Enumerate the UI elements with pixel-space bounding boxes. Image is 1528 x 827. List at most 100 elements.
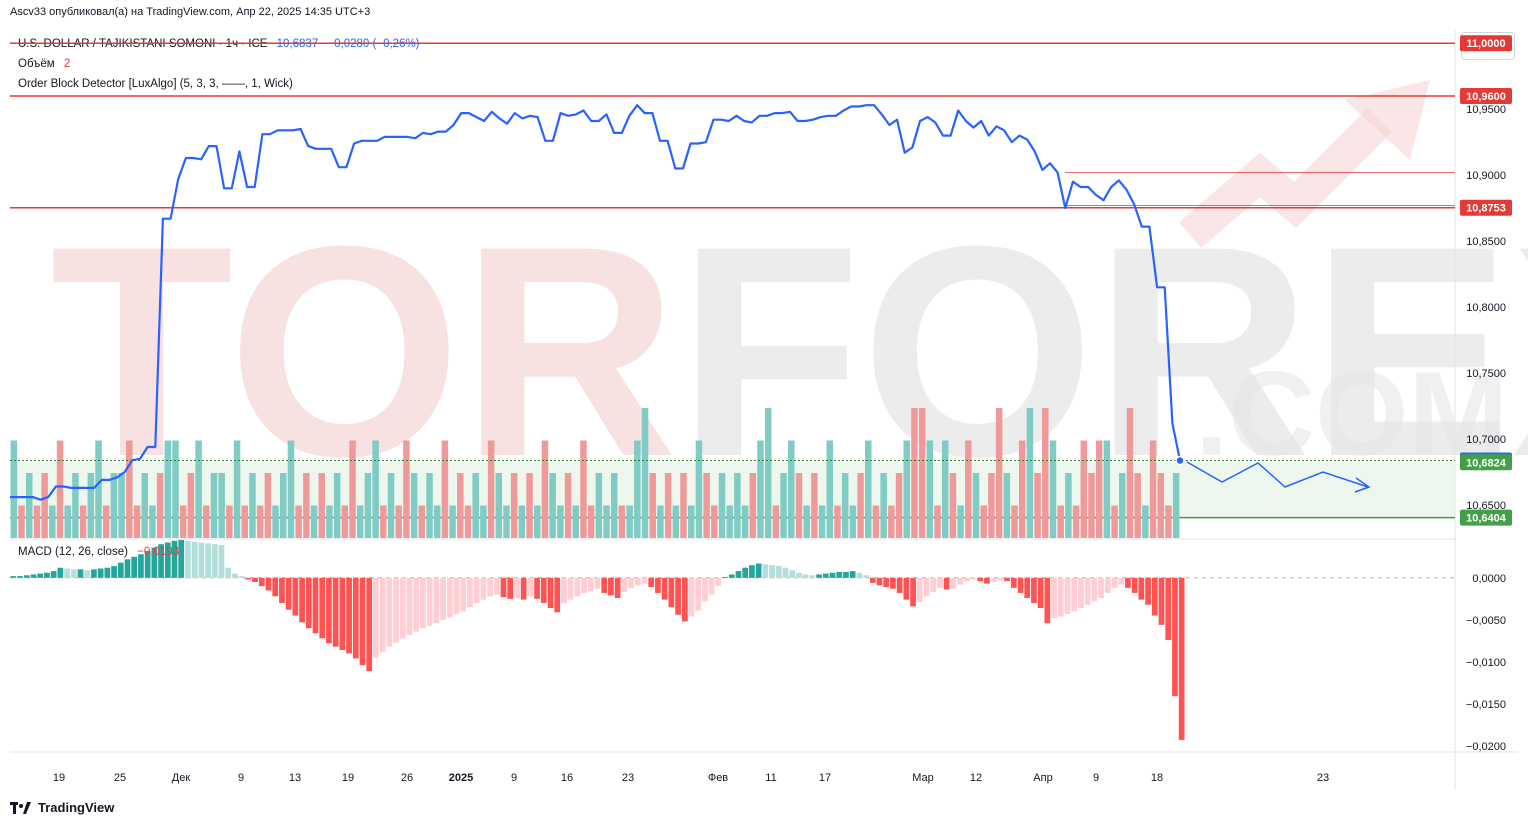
macd-bar bbox=[621, 577, 628, 593]
volume-bar bbox=[580, 440, 587, 538]
time-tick-label: 12 bbox=[970, 772, 982, 784]
macd-bar bbox=[144, 550, 151, 578]
macd-bar bbox=[467, 577, 473, 608]
volume-bar bbox=[33, 505, 41, 538]
volume-bar bbox=[187, 473, 195, 538]
macd-bar bbox=[749, 565, 755, 578]
volume-bar bbox=[664, 473, 672, 538]
macd-bar bbox=[386, 577, 393, 647]
time-tick-label: 26 bbox=[401, 772, 413, 784]
volume-bar bbox=[1026, 408, 1034, 538]
volume-bar bbox=[133, 505, 141, 538]
volume-bar bbox=[1049, 440, 1057, 538]
macd-tick-label: −0,0100 bbox=[1466, 657, 1506, 669]
macd-bar bbox=[869, 577, 876, 583]
macd-bar bbox=[319, 577, 326, 639]
volume-bar bbox=[272, 505, 279, 538]
macd-bar bbox=[413, 577, 420, 632]
volume-bar bbox=[803, 505, 810, 538]
macd-bar bbox=[1057, 577, 1064, 617]
volume-bar bbox=[657, 505, 664, 538]
volume-bar bbox=[403, 440, 410, 538]
volume-bar bbox=[333, 473, 341, 538]
volume-bar bbox=[988, 473, 995, 538]
macd-bar bbox=[158, 544, 164, 578]
macd-bar bbox=[453, 577, 460, 614]
volume-bar bbox=[418, 505, 426, 538]
volume-bar bbox=[1111, 505, 1118, 538]
time-tick-label: 25 bbox=[114, 772, 126, 784]
macd-bar bbox=[702, 577, 708, 602]
volume-bar bbox=[303, 473, 310, 538]
macd-bar bbox=[373, 577, 379, 658]
volume-bar bbox=[711, 505, 718, 538]
tradingview-logo-icon bbox=[10, 801, 31, 814]
macd-bar bbox=[285, 577, 292, 610]
volume-bar bbox=[634, 440, 641, 538]
macd-bar bbox=[393, 577, 399, 643]
volume-bar bbox=[841, 473, 849, 538]
macd-label[interactable]: MACD (12, 26, close) bbox=[18, 546, 128, 558]
volume-bar bbox=[326, 505, 333, 538]
volume-bar bbox=[318, 473, 325, 538]
macd-bar bbox=[23, 575, 30, 578]
macd-bar bbox=[1158, 577, 1165, 625]
volume-bar bbox=[126, 440, 133, 538]
macd-bar bbox=[1004, 577, 1010, 582]
forecast-arrowhead-icon bbox=[1354, 477, 1371, 493]
macd-bar bbox=[1118, 577, 1125, 585]
volume-bar bbox=[341, 505, 349, 538]
macd-bar bbox=[30, 574, 37, 578]
volume-bar bbox=[1142, 505, 1149, 538]
volume-bar bbox=[395, 505, 402, 538]
volume-bar bbox=[672, 505, 680, 538]
macd-bar bbox=[876, 577, 883, 586]
macd-bar bbox=[561, 577, 567, 603]
macd-bar bbox=[151, 547, 158, 578]
macd-bar bbox=[970, 577, 977, 580]
price-tick-label: 10,6500 bbox=[1466, 500, 1506, 512]
macd-bar bbox=[1017, 577, 1024, 593]
macd-bar bbox=[708, 577, 715, 595]
macd-bar bbox=[655, 577, 661, 593]
volume-bar bbox=[1042, 408, 1049, 538]
volume-bar bbox=[464, 505, 472, 538]
macd-bar bbox=[305, 577, 312, 629]
time-tick-label: 9 bbox=[238, 772, 244, 784]
time-tick-label: 23 bbox=[1317, 772, 1329, 784]
macd-bar bbox=[359, 577, 366, 666]
macd-bar bbox=[930, 577, 937, 593]
macd-bar bbox=[299, 577, 305, 623]
macd-bar bbox=[1024, 577, 1031, 598]
volume-label[interactable]: Объём bbox=[18, 58, 55, 70]
macd-bar bbox=[601, 577, 608, 593]
symbol-name[interactable]: U.S. DOLLAR / TAJIKISTANI SOMONI · 1ч · … bbox=[18, 38, 268, 50]
macd-bar bbox=[84, 570, 91, 578]
macd-bar bbox=[950, 577, 957, 589]
macd-bar bbox=[628, 577, 634, 588]
forecast-drawing[interactable] bbox=[1186, 461, 1371, 493]
macd-bar bbox=[426, 577, 433, 626]
macd-bar bbox=[943, 577, 950, 590]
macd-bar bbox=[1178, 577, 1185, 740]
macd-axis[interactable]: 0,0000 −0,0050 −0,0100 −0,0150 −0,0200 bbox=[1466, 573, 1506, 753]
volume-bar bbox=[1149, 440, 1157, 538]
macd-bar bbox=[903, 577, 910, 600]
price-axis[interactable]: 10,6500 10,7000 10,7500 10,8000 10,8500 10,90… bbox=[1466, 104, 1506, 512]
indicator-line[interactable]: Order Block Detector [LuxAlgo] (5, 3, 3,… bbox=[18, 78, 293, 90]
main-legend: U.S. DOLLAR / TAJIKISTANI SOMONI · 1ч · … bbox=[18, 34, 420, 94]
volume-bar bbox=[918, 408, 926, 538]
macd-bar bbox=[769, 565, 775, 578]
footer-brand[interactable]: TradingView bbox=[10, 800, 114, 815]
macd-bar bbox=[688, 577, 695, 617]
time-tick-label: 19 bbox=[342, 772, 354, 784]
price-tick-label: 10,9000 bbox=[1466, 170, 1506, 182]
volume-bar bbox=[626, 505, 633, 538]
macd-bar bbox=[97, 568, 104, 578]
level-labels: 11,000010,960010,875310,683710,682410,64… bbox=[1460, 35, 1512, 526]
macd-bar bbox=[916, 577, 923, 603]
volume-bar bbox=[549, 473, 556, 538]
macd-bar bbox=[399, 577, 406, 639]
time-axis[interactable]: 19 25 Дек 9 13 19 26 2025 9 16 23 Фев 11 17 Мар 12 Апр 9 1… bbox=[53, 772, 1329, 784]
